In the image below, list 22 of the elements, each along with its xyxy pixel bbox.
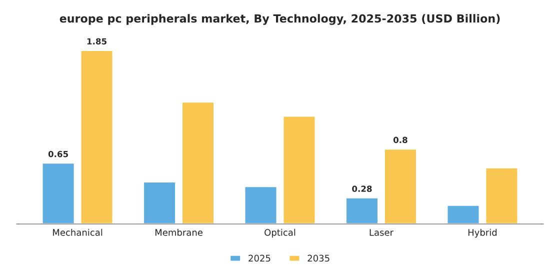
data-label: 0.65 [48, 150, 68, 158]
bar [41, 162, 76, 224]
bar [484, 166, 519, 224]
bar [282, 115, 316, 224]
bar [384, 148, 418, 224]
legend-label: 2035 [308, 254, 330, 262]
bar [345, 197, 379, 224]
data-label: 0.28 [352, 186, 372, 192]
bar [446, 204, 480, 224]
data-label: 1.85 [87, 38, 106, 45]
bar [244, 186, 278, 224]
x-tick-label: Membrane [155, 228, 202, 236]
data-label: 0.8 [393, 136, 408, 144]
bar [181, 101, 215, 224]
x-tick-label: Mechanical [53, 228, 102, 236]
x-tick-label: Hybrid [468, 228, 497, 238]
chart-title: europe pc peripherals market, By Technology, 2025-2035 (USD Billion) [60, 14, 500, 25]
bar [142, 181, 176, 224]
bar [80, 50, 114, 224]
x-tick-label: Optical [264, 228, 296, 238]
legend-label: 2025 [248, 254, 270, 262]
x-tick-label: Laser [370, 229, 394, 236]
